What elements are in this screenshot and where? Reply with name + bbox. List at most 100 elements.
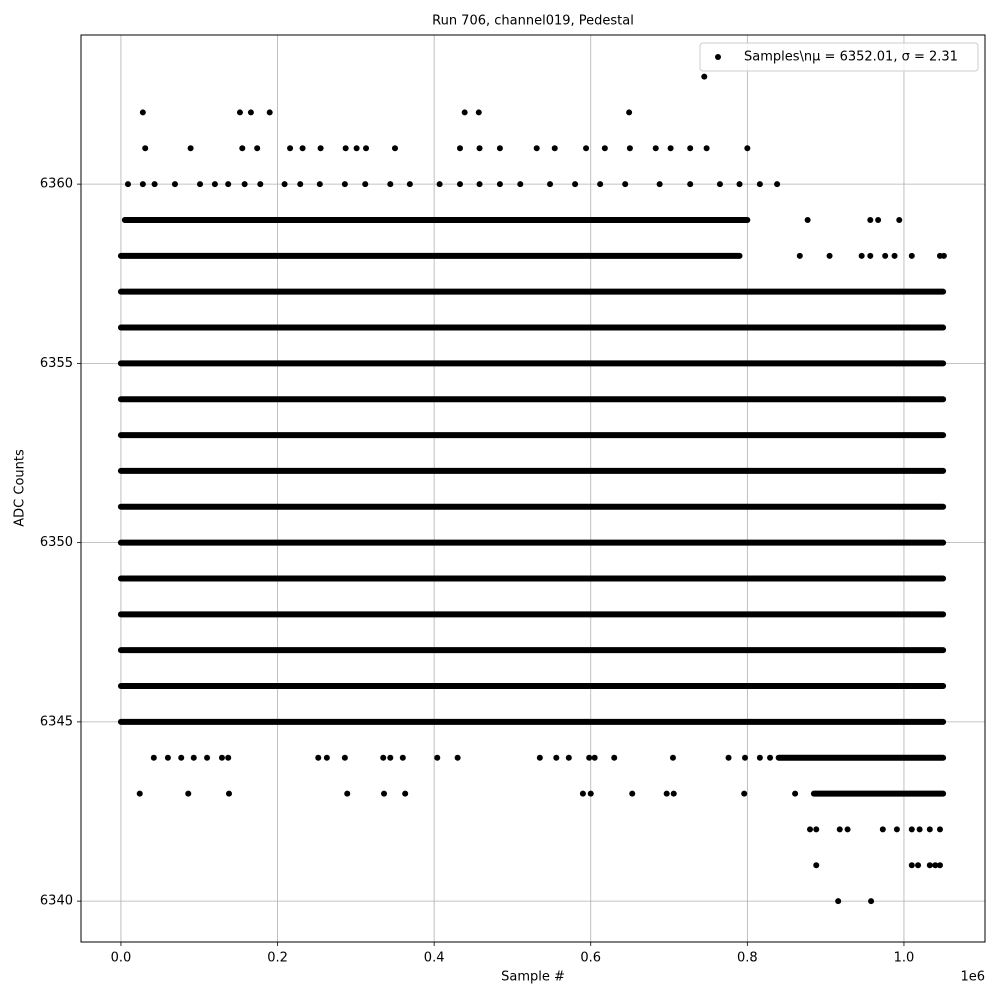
sample-point xyxy=(299,145,306,152)
sample-point xyxy=(353,145,360,152)
sample-point xyxy=(236,109,243,116)
sample-point xyxy=(736,181,743,188)
x-tick-label: 0.4 xyxy=(424,951,445,966)
sample-point xyxy=(836,826,843,833)
sample-point xyxy=(178,754,185,761)
sample-point xyxy=(670,790,677,797)
y-axis-label: ADC Counts xyxy=(13,449,28,527)
y-tick-label: 6360 xyxy=(40,177,73,192)
sample-point xyxy=(908,862,915,869)
sample-point xyxy=(626,109,633,116)
sample-point xyxy=(257,181,264,188)
sample-point xyxy=(667,145,674,152)
x-tick-label: 0.0 xyxy=(111,951,132,966)
sample-point xyxy=(796,252,803,259)
sample-point xyxy=(591,754,598,761)
sample-point xyxy=(187,145,194,152)
sample-point xyxy=(399,754,406,761)
sample-point xyxy=(476,181,483,188)
sample-point xyxy=(813,862,820,869)
sample-point xyxy=(926,862,933,869)
sample-point xyxy=(806,826,813,833)
sample-point xyxy=(225,181,232,188)
sample-point xyxy=(792,790,799,797)
sample-point xyxy=(142,145,149,152)
x-offset-label: 1e6 xyxy=(960,970,985,985)
sample-point xyxy=(456,145,463,152)
sample-point xyxy=(496,145,503,152)
sample-point xyxy=(225,754,232,761)
sample-point xyxy=(362,181,369,188)
sample-point xyxy=(652,145,659,152)
sample-point xyxy=(254,145,261,152)
x-axis-label: Sample # xyxy=(501,970,565,985)
sample-point xyxy=(756,181,763,188)
sample-point xyxy=(579,790,586,797)
sample-point xyxy=(323,754,330,761)
legend-label: Samples\nμ = 6352.01, σ = 2.31 xyxy=(744,50,958,65)
sample-point xyxy=(225,790,232,797)
plot-frame xyxy=(80,34,986,943)
sample-point xyxy=(663,790,670,797)
sample-point xyxy=(908,252,915,259)
sample-point xyxy=(454,754,461,761)
sample-point xyxy=(204,754,211,761)
sample-point xyxy=(767,754,774,761)
sample-point xyxy=(341,181,348,188)
sample-point xyxy=(139,109,146,116)
sample-point xyxy=(916,826,923,833)
sample-point xyxy=(701,73,708,80)
sample-point xyxy=(266,109,273,116)
x-tick-label: 1.0 xyxy=(894,951,915,966)
sample-point xyxy=(434,754,441,761)
y-tick-label: 6350 xyxy=(40,535,73,550)
sample-point xyxy=(626,145,633,152)
sample-point xyxy=(553,754,560,761)
y-tick-label: 6340 xyxy=(40,894,73,909)
sample-point xyxy=(908,826,915,833)
sample-point xyxy=(136,790,143,797)
sample-point xyxy=(774,181,781,188)
sample-point xyxy=(190,754,197,761)
sample-point xyxy=(315,754,322,761)
sample-point xyxy=(867,252,874,259)
sample-point xyxy=(756,754,763,761)
sample-point xyxy=(583,145,590,152)
sample-point xyxy=(517,181,524,188)
sample-point xyxy=(387,754,394,761)
sample-point xyxy=(926,826,933,833)
sample-point xyxy=(844,826,851,833)
sample-point xyxy=(218,754,225,761)
sample-point xyxy=(565,754,572,761)
sample-point xyxy=(387,181,394,188)
sample-point xyxy=(287,145,294,152)
sample-point xyxy=(601,145,608,152)
sample-point xyxy=(151,181,158,188)
legend-marker xyxy=(715,54,721,60)
sample-point xyxy=(703,145,710,152)
sample-point xyxy=(547,181,554,188)
sample-point xyxy=(936,826,943,833)
sample-point xyxy=(402,790,409,797)
sample-point xyxy=(875,216,882,223)
chart-title: Run 706, channel019, Pedestal xyxy=(432,14,634,29)
sample-point xyxy=(932,862,939,869)
sample-point xyxy=(342,145,349,152)
sample-point xyxy=(185,790,192,797)
x-tick-label: 0.2 xyxy=(267,951,288,966)
sample-point xyxy=(879,826,886,833)
sample-point xyxy=(813,826,820,833)
sample-point xyxy=(456,181,463,188)
sample-point xyxy=(587,790,594,797)
sample-point xyxy=(150,754,157,761)
sample-point xyxy=(804,216,811,223)
sample-point xyxy=(380,754,387,761)
sample-point xyxy=(940,252,947,259)
sample-point xyxy=(629,790,636,797)
sample-point xyxy=(316,181,323,188)
sample-point xyxy=(882,252,889,259)
legend-box xyxy=(699,42,979,72)
sample-point xyxy=(406,181,413,188)
sample-point xyxy=(572,181,579,188)
sample-point xyxy=(436,181,443,188)
